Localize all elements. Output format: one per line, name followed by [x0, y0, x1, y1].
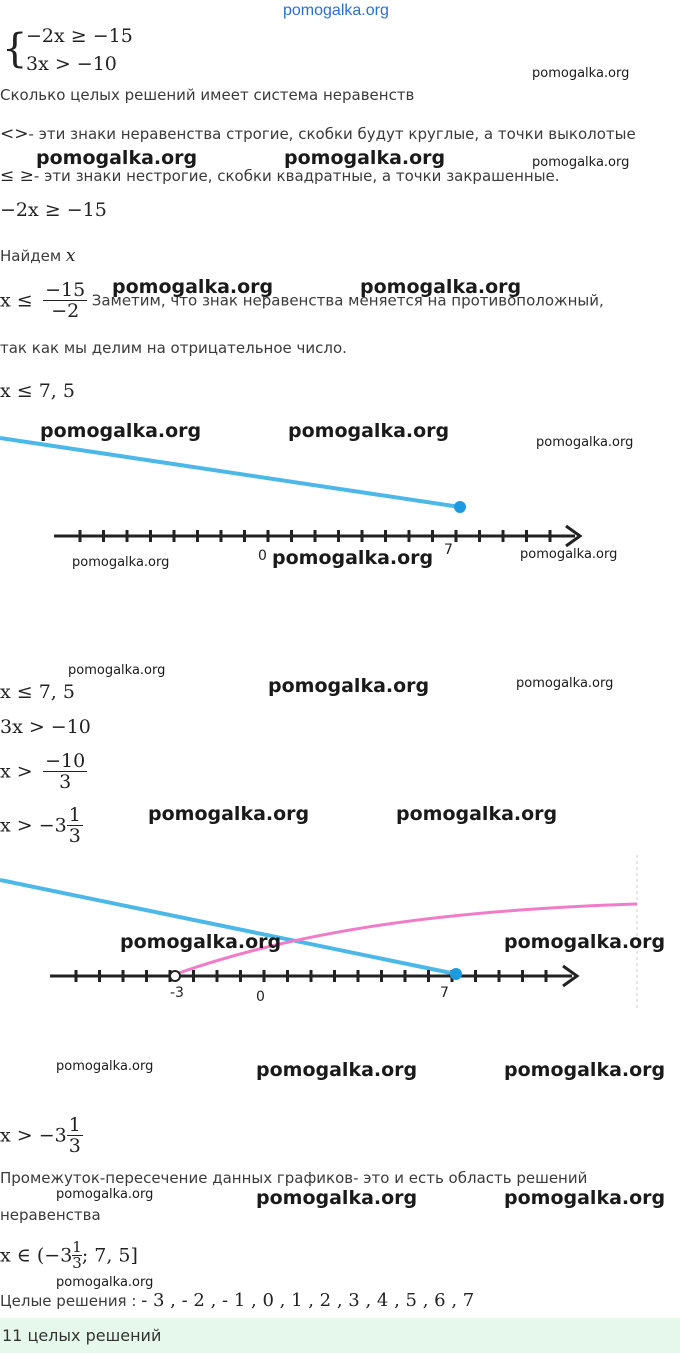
watermark: pomogalka.org	[256, 1059, 418, 1081]
result-1-again: x ≤ 7, 5	[0, 681, 75, 703]
question-text: Сколько целых решений имеет система нера…	[0, 86, 415, 104]
rule-nonstrict: ≤ ≥- эти знаки нестрогие, скобки квадрат…	[0, 166, 560, 186]
step-2-fraction: −10 3	[43, 750, 88, 793]
interval-den: 3	[72, 1254, 82, 1272]
axis-arrow	[565, 524, 583, 548]
solution-ray-1	[0, 878, 457, 976]
solution-ray-1	[0, 436, 461, 509]
inequality-2: 3x > −10	[0, 716, 91, 738]
interval: x ∈ (−3 1 3 ; 7, 5]	[0, 1240, 138, 1271]
endpoint-7-5	[450, 968, 462, 980]
watermark: pomogalka.org	[56, 1059, 154, 1074]
solution-ray-2	[175, 902, 638, 976]
integer-solutions: Целые решения : - 3 , - 2 , - 1 , 0 , 1 …	[0, 1290, 474, 1311]
interval-post: ; 7, 5]	[81, 1244, 138, 1267]
result-1: x ≤ 7, 5	[0, 380, 75, 402]
rule-strict: <>- эти знаки неравенства строгие, скобк…	[0, 124, 636, 144]
watermark: pomogalka.org	[504, 1059, 666, 1081]
watermark: pomogalka.org	[536, 435, 634, 450]
watermark: pomogalka.org	[256, 1187, 418, 1209]
step-4-den: 3	[68, 1135, 81, 1157]
step-2-lhs: x >	[0, 760, 33, 783]
endpoint-7-5	[454, 501, 466, 513]
step-3-fraction: 1 3	[66, 804, 83, 847]
watermark: pomogalka.org	[516, 676, 614, 691]
endpoint-neg3	[169, 970, 181, 982]
axis-ticks	[74, 970, 548, 982]
step-3-den: 3	[68, 825, 81, 847]
step-3-num: 1	[66, 804, 83, 826]
rule-strict-symbols: <>	[0, 124, 29, 144]
rule-strict-text: - эти знаки неравенства строгие, скобки …	[28, 125, 636, 143]
watermark: pomogalka.org	[56, 1187, 154, 1202]
step-1-note: Заметим, что знак неравенства меняется н…	[91, 291, 604, 310]
watermark: pomogalka.org	[532, 66, 630, 81]
axis-ticks	[78, 530, 552, 542]
step-4-num: 1	[66, 1114, 83, 1136]
axis-arrow	[562, 964, 580, 988]
answer-box: 11 целых решений	[0, 1318, 680, 1353]
watermark: pomogalka.org	[360, 276, 522, 298]
integer-solutions-values: - 3 , - 2 , - 1 , 0 , 1 , 2 , 3 , 4 , 5 …	[141, 1290, 475, 1311]
watermark: pomogalka.org	[532, 155, 630, 170]
system-line-1: −2x ≥ −15	[26, 25, 133, 47]
rule-nonstrict-text: - эти знаки нестрогие, скобки квадратные…	[33, 167, 560, 185]
answer-text: 11 целых решений	[2, 1326, 162, 1345]
step-1-num: −15	[43, 279, 88, 301]
watermark: pomogalka.org	[68, 663, 166, 678]
rule-nonstrict-symbols: ≤ ≥	[0, 166, 34, 186]
step-1-lhs: x ≤	[0, 289, 33, 312]
step-2-num: −10	[43, 750, 88, 772]
watermark: pomogalka.org	[56, 1275, 154, 1290]
label-seven: 7	[444, 542, 453, 558]
watermark: pomogalka.org	[504, 931, 666, 953]
inequality-1: −2x ≥ −15	[0, 199, 107, 221]
find-var: x	[65, 246, 76, 266]
watermark: pomogalka.org	[72, 555, 170, 570]
step-1-fraction: −15 −2	[43, 279, 88, 322]
interval-pre: x ∈ (−3	[0, 1244, 73, 1267]
find-line: Найдем x	[0, 246, 76, 266]
step-2-den: 3	[59, 771, 72, 793]
label-zero: 0	[258, 548, 267, 564]
watermark: pomogalka.org	[120, 931, 282, 953]
interval-fraction: 1 3	[72, 1240, 82, 1271]
label-neg3: -3	[170, 985, 184, 1001]
label-seven: 7	[440, 985, 449, 1001]
step-4: x > −3 1 3	[0, 1115, 83, 1156]
watermark: pomogalka.org	[112, 276, 274, 298]
step-2: x > −10 3	[0, 750, 88, 793]
watermark: pomogalka.org	[284, 147, 446, 169]
watermark: pomogalka.org	[396, 803, 558, 825]
watermark: pomogalka.org	[504, 1187, 666, 1209]
site-link[interactable]: pomogalka.org	[283, 2, 389, 19]
integer-solutions-label: Целые решения :	[0, 1292, 142, 1310]
label-zero: 0	[256, 989, 265, 1005]
system-line-2: 3x > −10	[26, 53, 117, 75]
step-1-note-2: так как мы делим на отрицательное число.	[0, 339, 347, 357]
watermark: pomogalka.org	[40, 420, 202, 442]
step-3: x > −3 1 3	[0, 805, 83, 846]
system-brace: {	[2, 26, 28, 72]
step-4-lhs: x > −3	[0, 1124, 67, 1147]
conclusion-line-2: неравенства	[0, 1206, 101, 1224]
watermark: pomogalka.org	[148, 803, 310, 825]
interval-num: 1	[72, 1238, 82, 1256]
step-1: x ≤ −15 −2 Заметим, что знак неравенства…	[0, 280, 604, 321]
step-1-den: −2	[51, 300, 80, 322]
watermark: pomogalka.org	[272, 547, 434, 569]
conclusion-line-1: Промежуток-пересечение данных графиков- …	[0, 1169, 588, 1187]
find-label: Найдем	[0, 247, 62, 265]
number-line-1: 0 7	[0, 436, 583, 564]
watermark: pomogalka.org	[520, 547, 618, 562]
step-4-fraction: 1 3	[66, 1114, 83, 1157]
watermark: pomogalka.org	[268, 675, 430, 697]
step-3-lhs: x > −3	[0, 814, 67, 837]
number-line-2: -3 0 7	[0, 855, 638, 1010]
watermark: pomogalka.org	[36, 147, 198, 169]
watermark: pomogalka.org	[288, 420, 450, 442]
